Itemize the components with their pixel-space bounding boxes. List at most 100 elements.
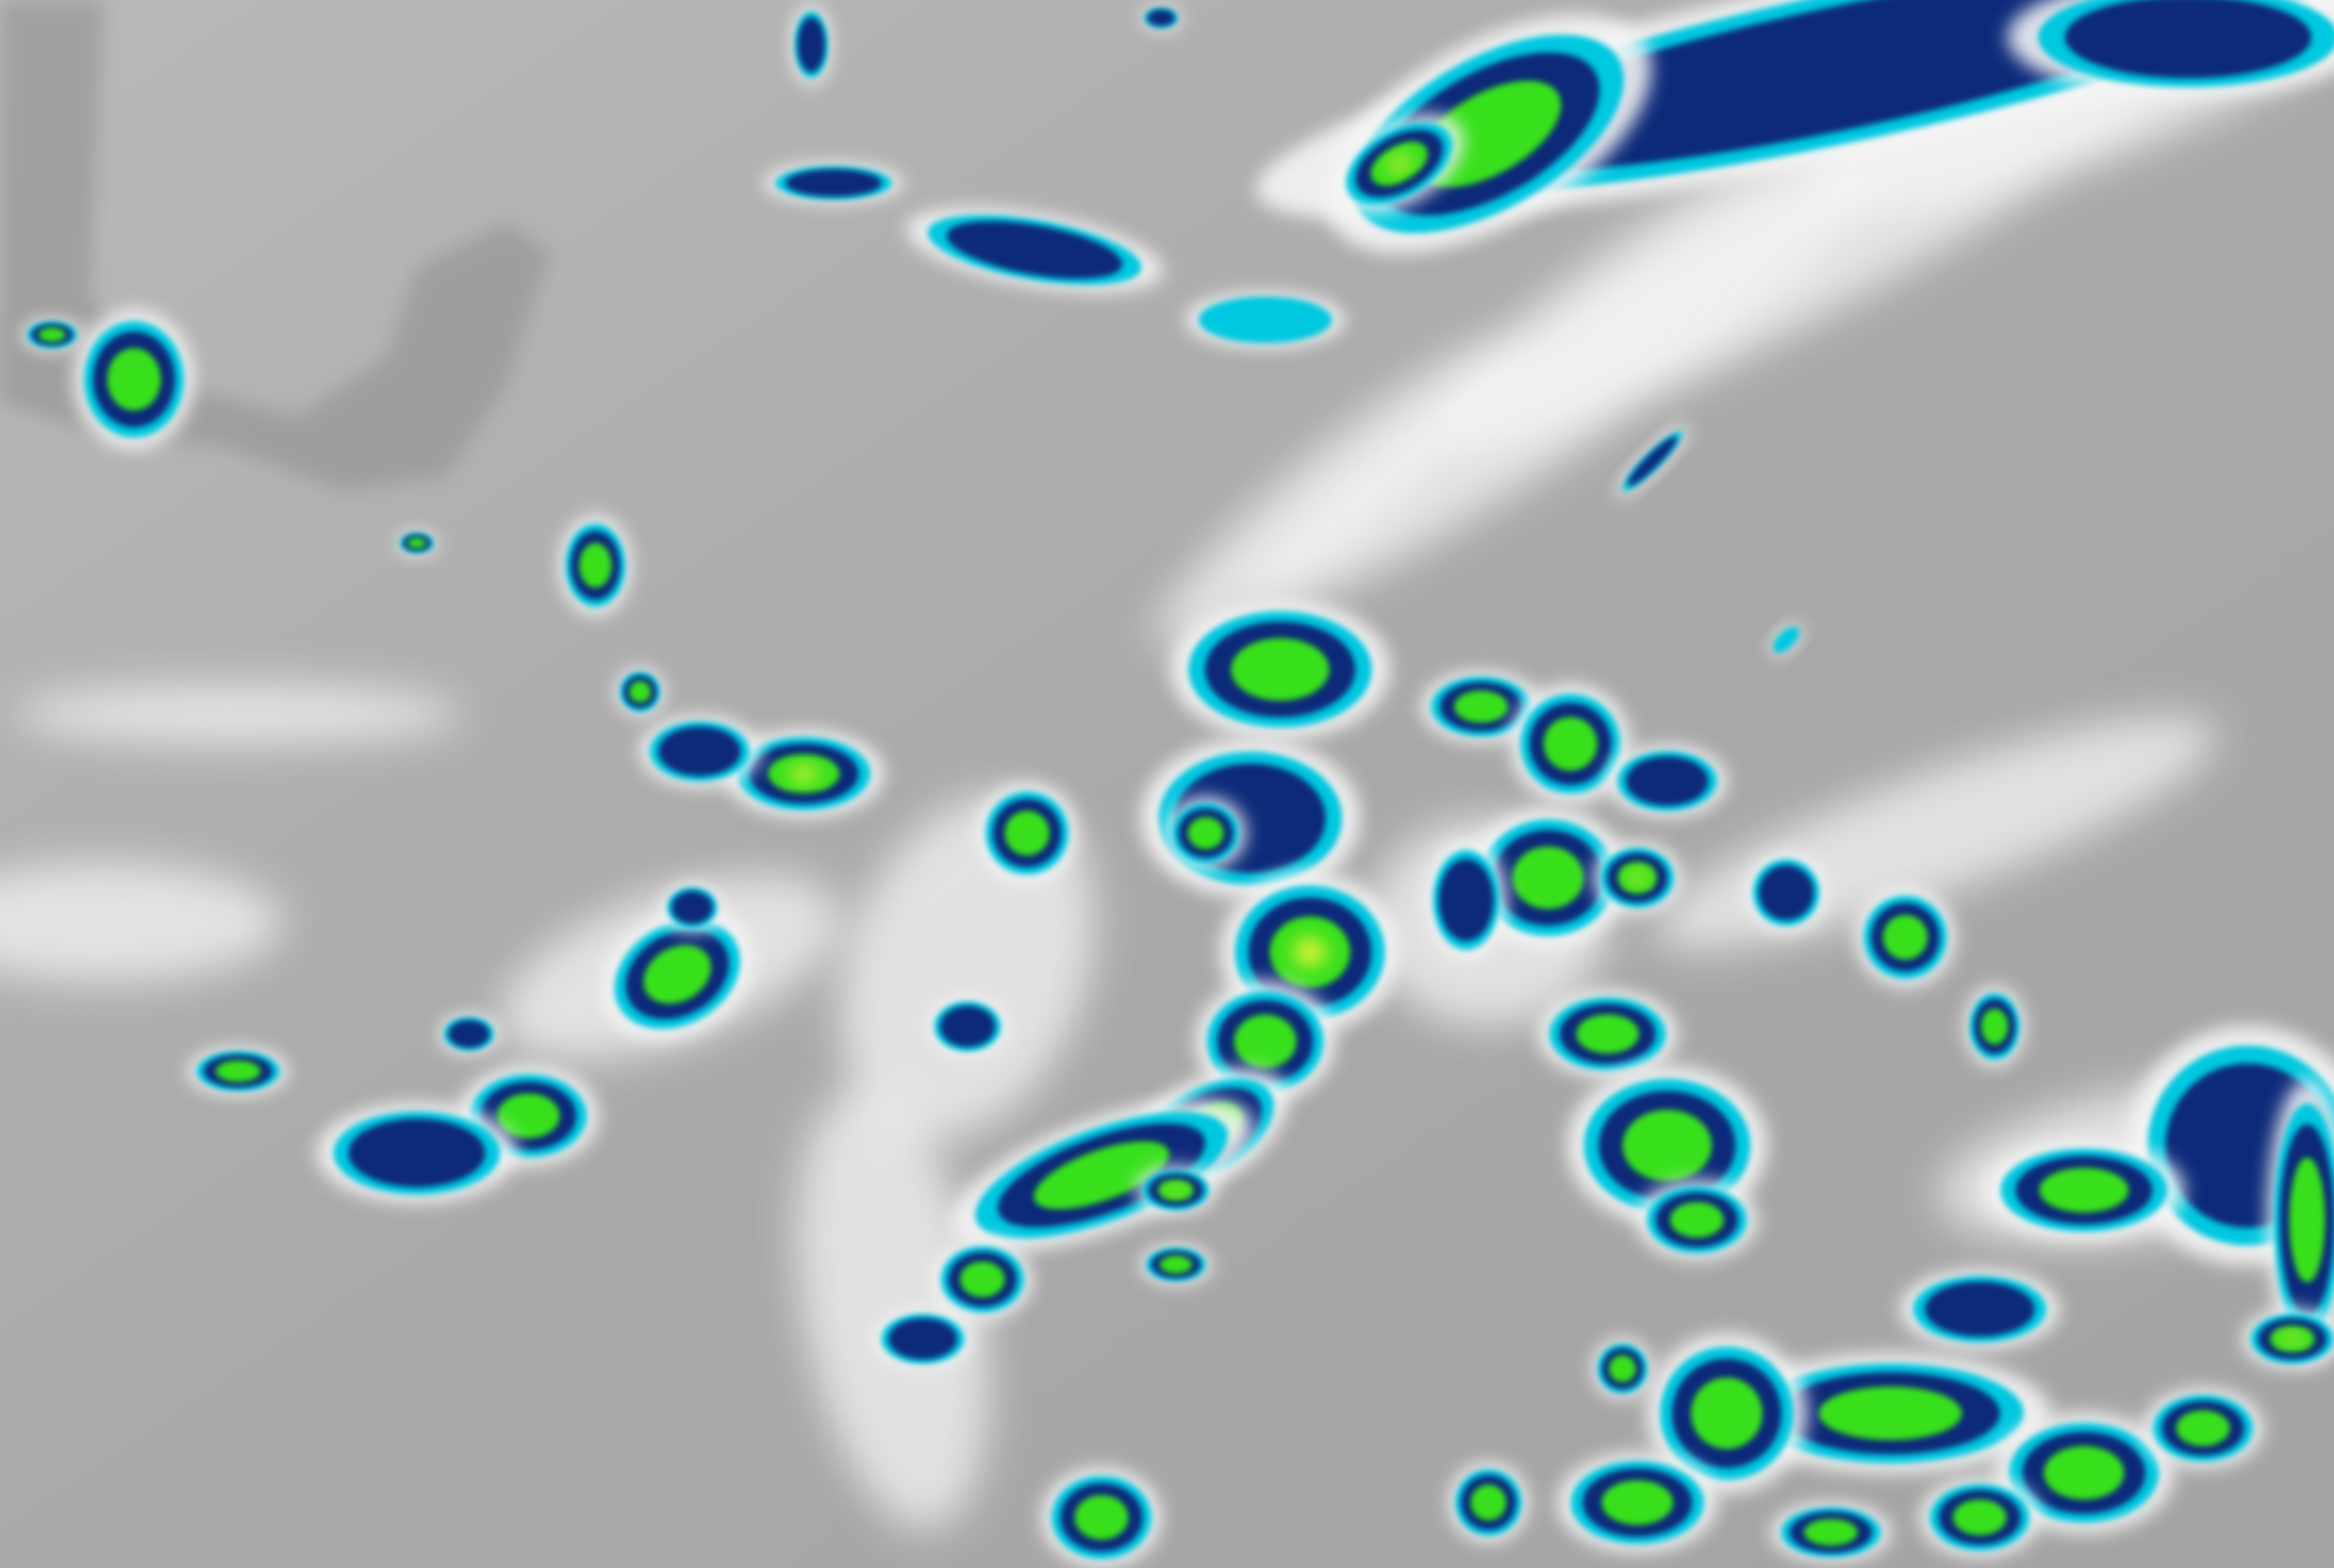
convective-cluster [2242,1309,2334,1369]
convective-cluster [638,715,760,788]
convective-cluster [723,729,885,818]
cloud-green-core [1804,1518,1858,1546]
convective-cluster [601,908,753,1041]
cloud-green-core [1233,1015,1297,1068]
cloud-navy-core [1438,859,1494,942]
cloud-cyan-band [1773,626,1800,653]
convective-cluster [1557,1452,1718,1553]
convective-cluster [316,1102,518,1204]
convective-cluster [1510,683,1631,804]
convective-cluster [1135,1165,1217,1214]
cloud-green-core [1980,1008,2009,1045]
convective-cluster [1140,6,1182,30]
cloud-green-core [1034,1141,1169,1210]
cloud-green-core [407,537,426,549]
cloud-green-core [497,1093,560,1139]
convective-cluster [1770,623,1802,656]
cloud-green-core [1074,1494,1129,1541]
convective-cluster [1770,1502,1892,1563]
cloud-yellow-peak [1387,154,1412,173]
convective-cluster [790,4,832,85]
convective-cluster [1993,1412,2175,1533]
cloud-green-core [1454,690,1508,723]
convective-cluster [927,996,1008,1057]
cloud-yellow-peak [1293,937,1327,967]
cloud-navy-core [671,891,713,924]
cloud-navy-core [348,1118,486,1188]
convective-cluster [763,162,904,204]
convective-cluster [1426,839,1507,961]
cloud-green-core [39,327,66,342]
cloud-green-core [1512,846,1584,910]
cirrus-wisp [797,1088,989,1530]
convective-cluster [1615,424,1689,498]
cloud-navy-core [1626,756,1709,806]
cloud-green-core [2044,1445,2125,1500]
convective-cluster [662,883,722,933]
cloud-yellow-peak [788,765,819,783]
cloud-green-core [1470,1484,1507,1521]
convective-cluster [439,1014,500,1054]
convective-cluster [616,668,665,717]
cloud-navy-core [448,1020,489,1048]
cloud-green-core [2176,1410,2230,1446]
cloud-green-core [215,1060,261,1082]
cloud-green-core [960,1261,1005,1297]
cloud-green-core [1622,1110,1713,1181]
cloud-green-core [1159,1255,1193,1274]
cloud-green-core [1004,810,1050,856]
cloud-green-core [1231,637,1330,701]
convective-cluster [559,515,632,616]
cloud-navy-core [1925,1281,2035,1337]
cirrus-wisp [1154,334,1525,648]
convective-cluster [976,783,1078,883]
cloud-cyan-band [1198,296,1333,343]
cloud-green-core [107,348,161,411]
cloud-navy-core [658,726,741,776]
convective-cluster [1041,1467,1162,1568]
cloud-green-core [1670,1201,1724,1238]
convective-cluster [932,1239,1034,1320]
cloud-green-core [1691,1378,1763,1449]
cirrus-wisp [14,684,462,744]
cloud-green-core [1882,915,1928,960]
convective-cluster [74,308,194,450]
convective-cluster [949,1098,1254,1252]
convective-cluster [1636,1180,1758,1261]
cloud-green-core [643,945,711,1004]
convective-cluster [1592,1338,1653,1399]
convective-cluster [1139,1244,1213,1285]
cloud-green-core [2039,1167,2129,1213]
cloud-navy-core [1627,436,1678,487]
convective-cluster [1730,1353,2052,1474]
cirrus-wisp [0,863,283,982]
cloud-navy-core [1147,9,1175,26]
cloud-yellow-peak [2282,1333,2302,1345]
convective-cluster [1746,852,1827,933]
convective-cluster [1467,807,1629,949]
convective-cluster [2143,1388,2264,1469]
convective-cluster [1593,841,1682,915]
convective-cluster [1919,1477,2041,1558]
cloud-green-core [579,542,612,588]
convective-cluster [1184,291,1346,349]
cloud-green-core [1187,817,1224,850]
cloud-navy-core [1759,865,1814,920]
convective-cluster [2007,0,2334,98]
cloud-navy-core [888,1318,957,1360]
convective-cluster [1448,1461,1530,1543]
convective-cloud-layer [22,0,2334,1568]
cloud-navy-core [946,221,1123,279]
convective-cluster [2266,1079,2334,1361]
cloud-navy-core [2064,0,2311,78]
cloud-green-core [1543,717,1597,771]
convective-cluster [1983,1139,2185,1241]
cloud-yellow-peak [1629,870,1646,885]
convective-cluster [1606,745,1728,817]
convective-cluster [1165,797,1247,869]
convective-cluster [1334,114,1464,214]
convective-cluster [1420,670,1542,743]
convective-cluster [22,318,83,352]
cloud-green-core [1609,1355,1636,1382]
